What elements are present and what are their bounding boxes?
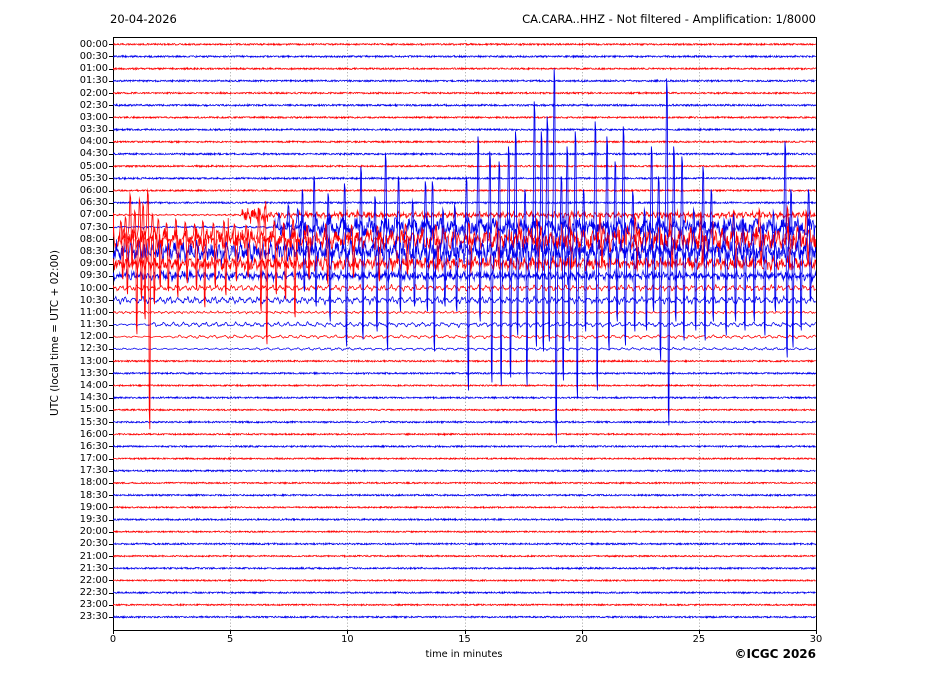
- y-tick-label: 02:00: [79, 87, 108, 99]
- y-tick-label: 16:30: [79, 440, 108, 452]
- y-tick-label: 08:30: [79, 245, 108, 257]
- x-tick-label: 10: [341, 634, 354, 645]
- y-tick-label: 06:00: [79, 185, 108, 197]
- y-tick-label: 07:00: [79, 209, 108, 221]
- y-tick-label: 03:00: [79, 111, 108, 123]
- x-tick-label: 30: [809, 634, 823, 645]
- y-tick-label: 00:00: [79, 38, 108, 50]
- y-tick-label: 17:30: [79, 465, 108, 477]
- y-tick-label: 07:30: [79, 221, 108, 233]
- x-tick-label: 0: [109, 634, 117, 645]
- y-tick-label: 04:00: [79, 136, 108, 148]
- y-tick-label: 04:30: [79, 148, 108, 160]
- y-tick-label: 03:30: [79, 124, 108, 136]
- y-tick-label: 22:00: [79, 574, 108, 586]
- y-tick-label: 01:30: [79, 75, 108, 87]
- x-axis-label: time in minutes: [425, 649, 503, 660]
- y-tick-label: 21:00: [79, 550, 108, 562]
- y-tick-label: 09:00: [79, 258, 108, 270]
- x-tick-label: 20: [575, 634, 588, 645]
- station-title: CA.CARA..HHZ - Not filtered - Amplificat…: [522, 12, 816, 26]
- y-tick-label: 11:30: [79, 319, 108, 331]
- y-tick-label: 11:00: [79, 306, 108, 318]
- y-tick-label: 13:00: [79, 355, 108, 367]
- x-tick-label: 5: [227, 634, 234, 645]
- y-tick-label: 05:30: [79, 172, 108, 184]
- y-tick-label: 15:00: [79, 404, 108, 416]
- y-tick-label: 02:30: [79, 99, 108, 111]
- y-tick-label: 23:30: [79, 611, 108, 623]
- y-tick-label: 19:00: [79, 501, 108, 513]
- y-tick-label: 01:00: [79, 63, 108, 75]
- x-tick-label: 25: [692, 634, 706, 645]
- y-tick-label: 18:30: [79, 489, 108, 501]
- y-tick-label: 09:30: [79, 270, 108, 282]
- y-axis-label: UTC (local time = UTC + 02:00): [49, 250, 61, 416]
- y-tick-label: 16:00: [79, 428, 108, 440]
- y-tick-label: 22:30: [79, 587, 108, 599]
- y-tick-label: 23:00: [79, 599, 108, 611]
- y-tick-label: 21:30: [79, 562, 108, 574]
- y-tick-label: 05:00: [79, 160, 108, 172]
- y-tick-label: 14:00: [79, 379, 108, 391]
- y-tick-label: 10:00: [79, 282, 108, 294]
- y-tick-label: 19:30: [79, 514, 108, 525]
- y-tick-label: 18:00: [79, 477, 108, 489]
- y-tick-label: 17:00: [79, 453, 108, 465]
- x-tick-label: 15: [458, 634, 471, 645]
- y-tick-label: 20:30: [79, 538, 108, 550]
- y-tick-label: 06:30: [79, 197, 108, 209]
- date-title: 20-04-2026: [110, 12, 177, 26]
- copyright-text: ©ICGC 2026: [734, 647, 816, 661]
- y-tick-label: 00:30: [79, 50, 108, 62]
- y-tick-label: 12:00: [79, 331, 108, 343]
- y-tick-label: 10:30: [79, 294, 108, 306]
- y-tick-label: 20:00: [79, 526, 108, 538]
- y-tick-label: 15:30: [79, 416, 108, 428]
- y-tick-label: 13:30: [79, 367, 108, 379]
- y-tick-label: 08:00: [79, 233, 108, 245]
- y-tick-label: 14:30: [79, 392, 108, 404]
- y-tick-label: 12:30: [79, 343, 108, 355]
